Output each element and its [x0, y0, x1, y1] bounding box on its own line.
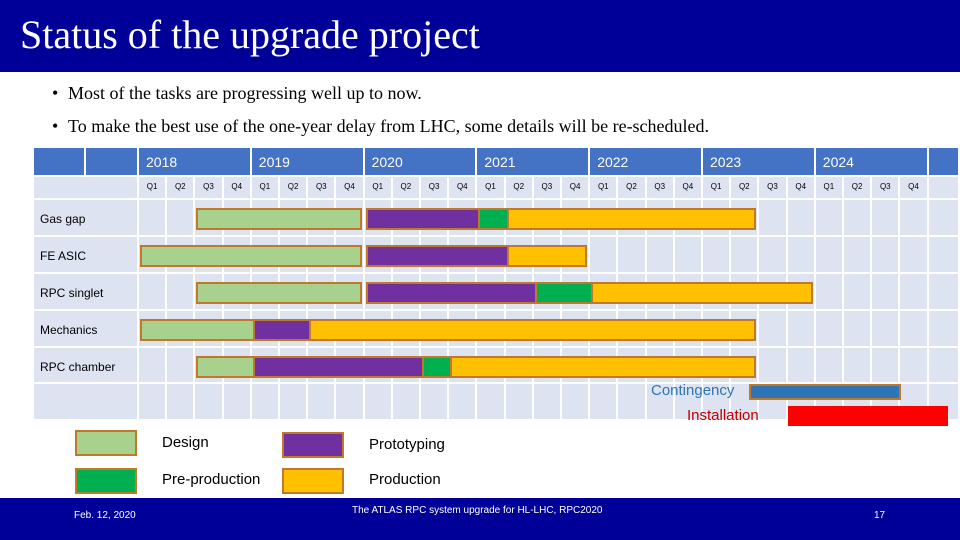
slide-title: Status of the upgrade project — [20, 12, 480, 57]
grid-line — [137, 148, 139, 420]
task-label: RPC chamber — [40, 360, 116, 374]
legend-label-prototyping: Prototyping — [369, 436, 445, 453]
gantt-header-row — [34, 148, 958, 176]
installation-label: Installation — [687, 407, 759, 424]
grid-line — [34, 382, 958, 384]
gantt-bar-production — [591, 282, 813, 304]
task-label: FE ASIC — [40, 249, 87, 263]
page-number: 17 — [874, 510, 886, 521]
grid-line — [165, 176, 168, 420]
quarter-label: Q3 — [428, 182, 440, 191]
footer-title: The ATLAS RPC system upgrade for HL-LHC,… — [352, 505, 603, 516]
footer-date: Feb. 12, 2020 — [74, 510, 136, 521]
legend-swatch-design — [75, 430, 137, 456]
quarter-label: Q4 — [795, 182, 807, 191]
gantt-bar-prototyping — [365, 282, 559, 304]
year-label: 2023 — [710, 154, 742, 170]
quarter-label: Q1 — [372, 182, 384, 191]
year-label: 2019 — [258, 154, 290, 170]
grid-line — [84, 148, 86, 176]
grid-line — [34, 272, 958, 274]
quarter-label: Q2 — [174, 182, 186, 191]
quarter-label: Q1 — [485, 182, 496, 191]
quarter-label: Q1 — [710, 182, 722, 191]
quarter-label: Q3 — [879, 182, 891, 191]
quarter-label: Q4 — [456, 182, 468, 191]
installation-swatch — [788, 406, 948, 426]
contingency-label: Contingency — [651, 382, 735, 399]
bullet-item-2: • To make the best use of the one-year de… — [52, 116, 709, 137]
quarter-label: Q3 — [315, 182, 327, 191]
task-label: Gas gap — [40, 212, 86, 226]
grid-line — [870, 176, 873, 420]
year-label: 2021 — [484, 154, 516, 170]
quarter-label: Q4 — [682, 182, 694, 191]
quarter-label: Q2 — [513, 182, 525, 191]
gantt-bar-prototyping — [252, 356, 447, 378]
quarter-label: Q2 — [738, 182, 750, 191]
task-label: RPC singlet — [40, 286, 104, 300]
gantt-bar-design — [140, 245, 362, 267]
quarter-label: Q3 — [654, 182, 666, 191]
grid-line — [34, 346, 958, 348]
grid-line — [34, 198, 958, 200]
gantt-bar-production — [506, 208, 757, 230]
year-label: 2022 — [597, 154, 629, 170]
bullet-icon: • — [52, 83, 59, 103]
gantt-bar-production — [506, 245, 588, 267]
quarter-label: Q3 — [767, 182, 778, 191]
quarter-label: Q3 — [203, 182, 214, 191]
legend-label-production: Production — [369, 471, 441, 488]
grid-line — [362, 148, 365, 420]
grid-line — [34, 175, 958, 177]
gantt-bar-production — [309, 319, 757, 341]
grid-line — [898, 176, 901, 420]
legend-label-design: Design — [162, 434, 209, 451]
legend-swatch-pre-production — [75, 468, 137, 494]
quarter-label: Q2 — [287, 182, 299, 191]
contingency-swatch — [749, 384, 901, 400]
quarter-label: Q4 — [908, 182, 919, 191]
quarter-label: Q1 — [823, 182, 835, 191]
quarter-label: Q2 — [851, 182, 863, 191]
legend-swatch-production — [282, 468, 344, 494]
gantt-bar-design — [196, 282, 362, 304]
grid-line — [34, 419, 958, 421]
quarter-label: Q2 — [626, 182, 637, 191]
year-label: 2020 — [371, 154, 403, 170]
legend-swatch-prototyping — [282, 432, 344, 458]
legend-label-pre-production: Pre-production — [162, 471, 261, 488]
year-label: 2018 — [146, 154, 178, 170]
quarter-label: Q1 — [597, 182, 609, 191]
grid-line — [926, 148, 929, 420]
grid-line — [813, 148, 816, 420]
year-label: 2024 — [822, 154, 854, 170]
grid-line — [34, 309, 958, 311]
grid-line — [193, 176, 196, 420]
quarter-label: Q1 — [146, 182, 158, 191]
quarter-label: Q1 — [259, 182, 271, 191]
grid-line — [34, 235, 958, 237]
task-label: Mechanics — [40, 323, 98, 337]
title-bar — [0, 0, 960, 72]
bullet-text-1: Most of the tasks are progressing well u… — [68, 83, 422, 103]
quarter-label: Q4 — [231, 182, 243, 191]
quarter-label: Q4 — [569, 182, 581, 191]
footer-bar — [0, 498, 960, 540]
quarter-label: Q4 — [344, 182, 355, 191]
quarter-label: Q2 — [400, 182, 412, 191]
quarter-label: Q3 — [541, 182, 553, 191]
gantt-bar-design — [196, 208, 362, 230]
gantt-bar-production — [450, 356, 757, 378]
bullet-text-2: To make the best use of the one-year del… — [68, 116, 710, 136]
grid-line — [842, 176, 844, 420]
bullet-item-1: • Most of the tasks are progressing well … — [52, 83, 422, 104]
bullet-icon: • — [52, 116, 59, 136]
